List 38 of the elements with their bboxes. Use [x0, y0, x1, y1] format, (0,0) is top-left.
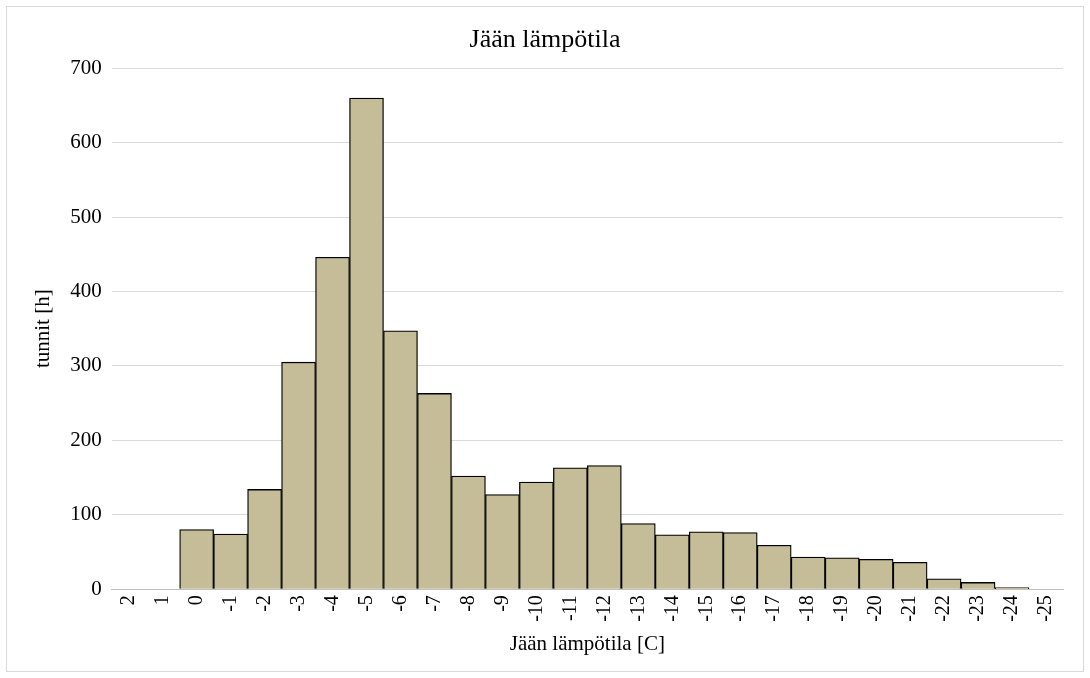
y-tick-label: 600 — [70, 129, 102, 154]
x-tick-label: -11 — [557, 595, 580, 622]
x-tick-label: -19 — [829, 595, 852, 622]
y-tick-label: 700 — [70, 54, 102, 79]
x-tick-label: -1 — [217, 595, 240, 612]
x-tick-label: -3 — [285, 595, 308, 612]
y-axis-title: tunnit [h] — [30, 289, 55, 369]
x-tick-label: -21 — [897, 595, 920, 622]
y-tick-label: 200 — [70, 426, 102, 451]
x-tick-label: -20 — [863, 595, 886, 622]
x-tick-label: -8 — [455, 595, 478, 612]
x-tick-label: 2 — [115, 595, 138, 606]
x-tick-label: -9 — [489, 595, 512, 612]
y-tick-label: 100 — [70, 501, 102, 526]
x-tick-label: -15 — [693, 595, 716, 622]
x-tick-label: -12 — [591, 595, 614, 622]
x-tick-label: -2 — [251, 595, 274, 612]
x-tick-label: -16 — [727, 595, 750, 622]
x-tick-label: -22 — [931, 595, 954, 622]
x-tick-label: -5 — [353, 595, 376, 612]
x-tick-label: -10 — [523, 595, 546, 622]
x-tick-label: 1 — [149, 595, 172, 606]
x-tick-label: -23 — [965, 595, 988, 622]
y-tick-label: 300 — [70, 352, 102, 377]
x-tick-label: -17 — [761, 595, 784, 622]
chart-title: Jään lämpötila — [469, 24, 621, 54]
y-tick-label: 400 — [70, 277, 102, 302]
x-axis-title: Jään lämpötila [C] — [509, 630, 665, 655]
y-tick-label: 500 — [70, 203, 102, 228]
x-tick-label: -14 — [659, 595, 682, 622]
x-tick-label: -6 — [387, 595, 410, 612]
x-tick-label: -18 — [795, 595, 818, 622]
x-tick-label: 0 — [183, 595, 206, 606]
x-tick-label: -24 — [999, 595, 1022, 622]
x-tick-label: -25 — [1033, 595, 1056, 622]
x-tick-label: -4 — [319, 595, 342, 612]
x-tick-label: -13 — [625, 595, 648, 622]
x-tick-label: -7 — [421, 595, 444, 612]
